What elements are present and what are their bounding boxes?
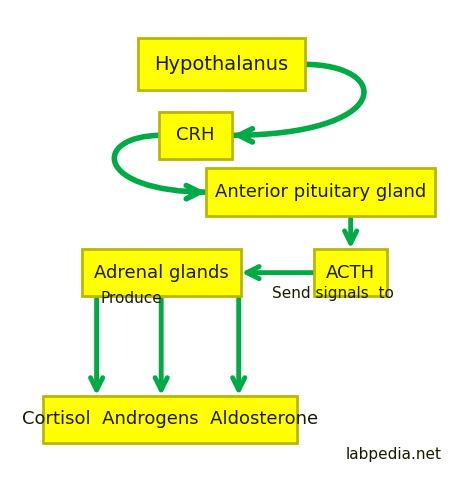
- FancyBboxPatch shape: [82, 249, 241, 297]
- FancyBboxPatch shape: [206, 169, 435, 216]
- Text: Produce: Produce: [101, 291, 163, 306]
- FancyBboxPatch shape: [314, 249, 387, 297]
- FancyBboxPatch shape: [159, 112, 232, 159]
- Text: ACTH: ACTH: [326, 263, 375, 282]
- Text: Adrenal glands: Adrenal glands: [94, 263, 228, 282]
- Text: Hypothalanus: Hypothalanus: [155, 55, 289, 74]
- Text: CRH: CRH: [176, 126, 215, 144]
- Text: labpedia.net: labpedia.net: [346, 447, 442, 462]
- FancyBboxPatch shape: [137, 38, 305, 91]
- Text: Anterior pituitary gland: Anterior pituitary gland: [215, 183, 426, 201]
- Text: Send signals  to: Send signals to: [273, 286, 394, 301]
- FancyBboxPatch shape: [43, 396, 297, 443]
- Text: Cortisol  Androgens  Aldosterone: Cortisol Androgens Aldosterone: [22, 411, 318, 428]
